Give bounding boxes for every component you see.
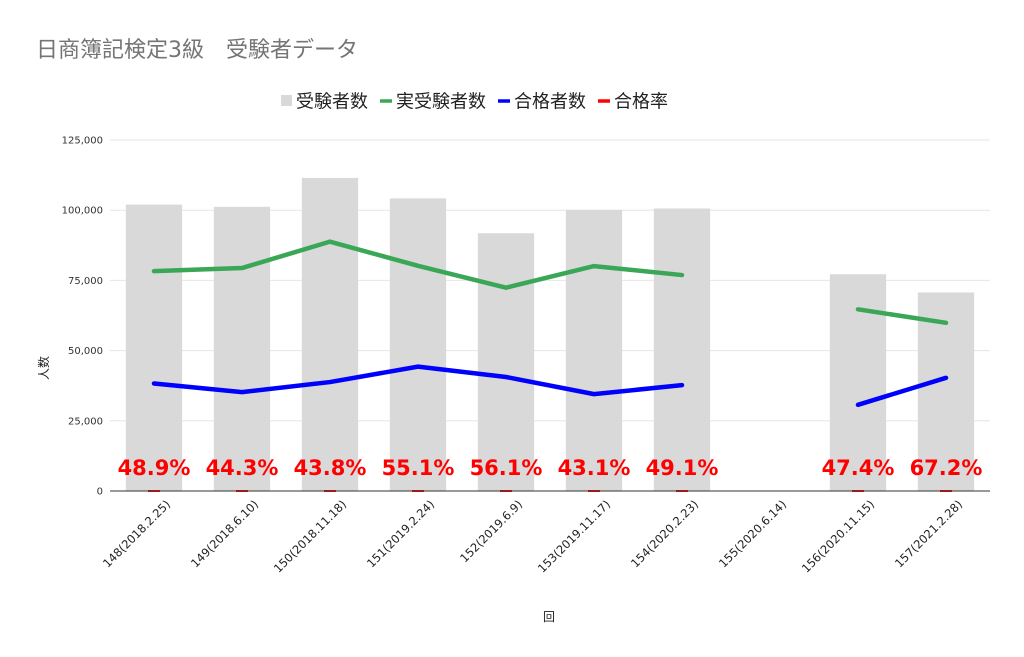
bar (389, 198, 447, 491)
x-tick-label: 157(2021.2.28) (892, 497, 965, 570)
y-tick-label: 25,000 (68, 416, 103, 427)
data-labels: 48.9% 44.3% 43.8% 55.1% 56.1% 43.1% 49.1% 47.4%… (118, 456, 983, 480)
data-label: 47.4% (822, 456, 895, 480)
x-tick-label: 149(2018.6.10) (188, 497, 261, 570)
data-label: 55.1% (382, 456, 455, 480)
bar-series (125, 177, 975, 492)
y-tick-label: 75,000 (68, 276, 103, 287)
data-label: 48.9% (118, 456, 191, 480)
chart-title: 日商簿記検定3級 受験者データ (36, 38, 358, 63)
x-tick-label: 148(2018.2.25) (100, 497, 173, 570)
y-tick-label: 100,000 (62, 206, 103, 217)
x-tick-label: 150(2018.11.18) (271, 497, 349, 575)
data-label: 56.1% (470, 456, 543, 480)
series-line (855, 307, 949, 326)
y-axis-label: 人数 (36, 356, 51, 380)
x-tick-label: 152(2019.6.9) (457, 497, 525, 565)
bar (477, 233, 535, 492)
legend-label: 受験者数 (296, 92, 368, 113)
data-label: 67.2% (910, 456, 983, 480)
legend-label: 合格者数 (514, 92, 586, 113)
y-axis-ticks: 0 25,000 50,000 75,000 100,000 125,000 (62, 136, 103, 498)
x-tick-label: 156(2020.11.15) (799, 497, 877, 575)
data-label: 43.1% (558, 456, 631, 480)
x-tick-label: 155(2020.6.14) (716, 497, 789, 570)
bar (917, 292, 975, 491)
bar (301, 177, 359, 491)
data-label: 44.3% (206, 456, 279, 480)
bar (125, 204, 183, 492)
series-line (151, 364, 685, 397)
x-tick-label: 154(2020.2.23) (628, 497, 701, 570)
y-tick-label: 125,000 (62, 136, 103, 147)
series-line (151, 239, 685, 290)
legend: 受験者数 実受験者数 合格者数 合格率 (281, 92, 668, 113)
legend-swatch (281, 95, 292, 106)
x-tick-label: 153(2019.11.17) (535, 497, 613, 575)
bar (565, 209, 623, 492)
y-tick-label: 0 (97, 487, 103, 498)
x-tick-label: 151(2019.2.24) (364, 497, 437, 570)
data-label: 43.8% (294, 456, 367, 480)
series-line (855, 375, 949, 408)
bar (653, 208, 711, 491)
data-label: 49.1% (646, 456, 719, 480)
legend-label: 合格率 (614, 92, 668, 113)
legend-label: 実受験者数 (396, 92, 486, 113)
x-axis-label: 回 (543, 610, 555, 624)
bar (213, 206, 271, 492)
x-axis-ticks: 148(2018.2.25) 149(2018.6.10) 150(2018.11.… (100, 497, 965, 575)
y-tick-label: 50,000 (68, 346, 103, 357)
